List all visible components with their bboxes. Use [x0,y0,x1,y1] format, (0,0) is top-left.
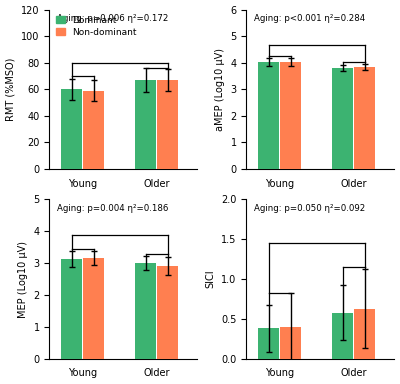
Legend: Dominant, Non-dominant: Dominant, Non-dominant [54,14,138,38]
Text: Aging: p=0.004 η²=0.186: Aging: p=0.004 η²=0.186 [57,204,168,213]
Bar [61,89,82,169]
Bar [354,67,375,169]
Y-axis label: RMT (%MSO): RMT (%MSO) [6,58,16,121]
Text: Aging: p=0.006 η²=0.172: Aging: p=0.006 η²=0.172 [57,14,168,23]
Bar [135,263,156,359]
Bar [158,80,178,169]
Bar [158,266,178,359]
Bar [83,91,104,169]
Bar [332,68,353,169]
Y-axis label: SICI: SICI [206,270,216,288]
Bar [332,313,353,359]
Y-axis label: aMEP (Log10 μV): aMEP (Log10 μV) [215,48,225,131]
Bar [258,62,279,169]
Bar [280,327,301,359]
Bar [83,258,104,359]
Text: Aging: p=0.050 η²=0.092: Aging: p=0.050 η²=0.092 [254,204,365,213]
Bar [258,328,279,359]
Y-axis label: MEP (Log10 μV): MEP (Log10 μV) [18,241,28,318]
Bar [280,62,301,169]
Bar [61,259,82,359]
Text: Aging: p<0.001 η²=0.284: Aging: p<0.001 η²=0.284 [254,14,365,23]
Bar [135,80,156,169]
Bar [354,309,375,359]
